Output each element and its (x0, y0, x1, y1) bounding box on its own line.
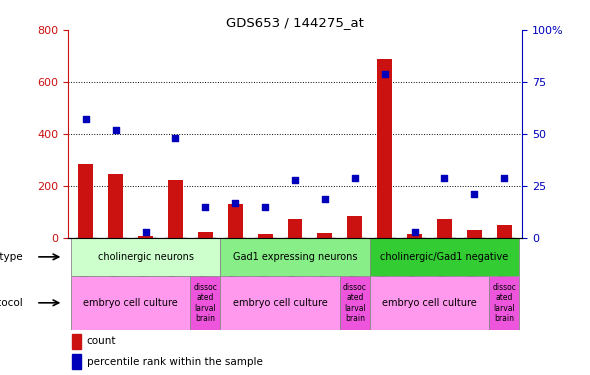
Bar (168, 180, 183, 238)
Text: embryo cell culture: embryo cell culture (83, 298, 178, 308)
Bar (489, 276, 519, 330)
Point (500, 175, 509, 181)
Point (260, 204, 270, 210)
Bar (370, 276, 489, 330)
Text: count: count (87, 336, 116, 346)
Text: Gad1 expressing neurons: Gad1 expressing neurons (232, 252, 358, 262)
Bar (71, 238, 220, 276)
Text: dissoc
ated
larval
brain: dissoc ated larval brain (343, 283, 367, 323)
Bar (108, 174, 123, 238)
Bar (370, 238, 519, 276)
Text: embryo cell culture: embryo cell culture (382, 298, 477, 308)
Text: percentile rank within the sample: percentile rank within the sample (87, 357, 263, 367)
Point (231, 200, 240, 206)
Bar (72, 354, 81, 369)
Bar (348, 216, 362, 238)
Title: GDS653 / 144275_at: GDS653 / 144275_at (226, 16, 364, 29)
Text: cell type: cell type (0, 252, 22, 262)
Point (470, 191, 479, 197)
Bar (467, 230, 482, 238)
Text: cholinergic neurons: cholinergic neurons (97, 252, 194, 262)
Bar (198, 232, 213, 238)
Text: embryo cell culture: embryo cell culture (232, 298, 327, 308)
Bar (228, 204, 242, 238)
Point (171, 135, 180, 141)
Bar (72, 334, 81, 349)
Point (141, 229, 150, 235)
Point (201, 204, 210, 210)
Bar (340, 276, 370, 330)
Bar (71, 276, 191, 330)
Text: cholinergic/Gad1 negative: cholinergic/Gad1 negative (381, 252, 509, 262)
Bar (377, 58, 392, 238)
Point (111, 127, 120, 133)
Bar (258, 234, 273, 238)
Bar (407, 234, 422, 238)
Bar (437, 219, 452, 238)
Point (350, 175, 359, 181)
Point (81, 117, 90, 123)
Bar (317, 233, 332, 238)
Point (440, 175, 449, 181)
Bar (138, 236, 153, 238)
Point (380, 71, 389, 77)
Point (290, 177, 300, 183)
Bar (287, 219, 303, 238)
Bar (220, 276, 340, 330)
Bar (220, 238, 370, 276)
Text: protocol: protocol (0, 298, 22, 308)
Text: dissoc
ated
larval
brain: dissoc ated larval brain (194, 283, 217, 323)
Bar (191, 276, 220, 330)
Point (410, 229, 419, 235)
Text: dissoc
ated
larval
brain: dissoc ated larval brain (492, 283, 516, 323)
Bar (78, 164, 93, 238)
Point (320, 196, 330, 202)
Bar (497, 225, 512, 238)
